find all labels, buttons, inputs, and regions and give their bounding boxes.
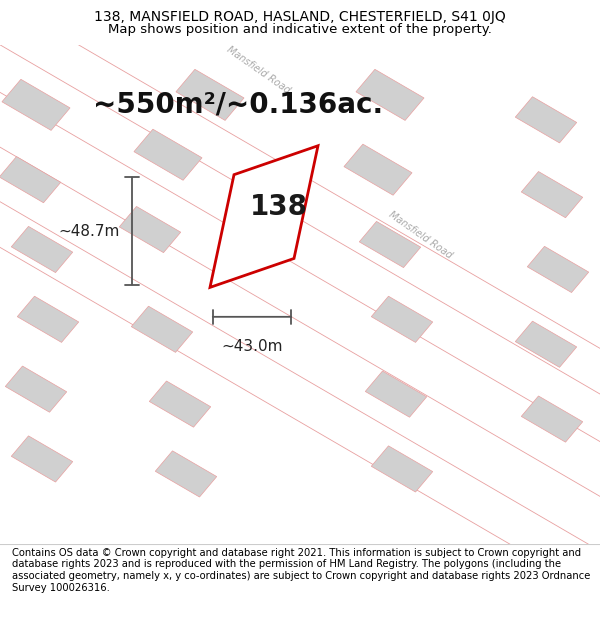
Text: ~550m²/~0.136ac.: ~550m²/~0.136ac. (93, 91, 383, 119)
Polygon shape (365, 371, 427, 418)
Polygon shape (359, 221, 421, 268)
Polygon shape (17, 296, 79, 343)
Polygon shape (0, 0, 600, 596)
Polygon shape (134, 129, 202, 180)
Polygon shape (0, 157, 61, 202)
Polygon shape (0, 0, 600, 599)
Text: Map shows position and indicative extent of the property.: Map shows position and indicative extent… (108, 23, 492, 36)
Polygon shape (356, 69, 424, 121)
Polygon shape (0, 0, 600, 596)
Polygon shape (515, 321, 577, 368)
Polygon shape (371, 446, 433, 492)
Polygon shape (515, 97, 577, 143)
Polygon shape (2, 79, 70, 131)
Polygon shape (521, 171, 583, 217)
Polygon shape (131, 306, 193, 352)
Polygon shape (11, 226, 73, 272)
Polygon shape (149, 381, 211, 427)
Polygon shape (5, 366, 67, 413)
Polygon shape (119, 206, 181, 252)
Text: ~43.0m: ~43.0m (221, 339, 283, 354)
Text: 138: 138 (250, 192, 308, 221)
Polygon shape (11, 436, 73, 482)
Text: ~48.7m: ~48.7m (59, 224, 120, 239)
Text: Contains OS data © Crown copyright and database right 2021. This information is : Contains OS data © Crown copyright and d… (12, 548, 590, 592)
Text: 138, MANSFIELD ROAD, HASLAND, CHESTERFIELD, S41 0JQ: 138, MANSFIELD ROAD, HASLAND, CHESTERFIE… (94, 10, 506, 24)
Polygon shape (521, 396, 583, 442)
Polygon shape (210, 146, 318, 288)
Polygon shape (527, 246, 589, 292)
Polygon shape (344, 144, 412, 195)
Text: Mansfield Road: Mansfield Road (224, 44, 292, 96)
Text: Mansfield Road: Mansfield Road (386, 209, 454, 260)
Polygon shape (176, 69, 244, 121)
Polygon shape (371, 296, 433, 343)
Polygon shape (155, 451, 217, 497)
